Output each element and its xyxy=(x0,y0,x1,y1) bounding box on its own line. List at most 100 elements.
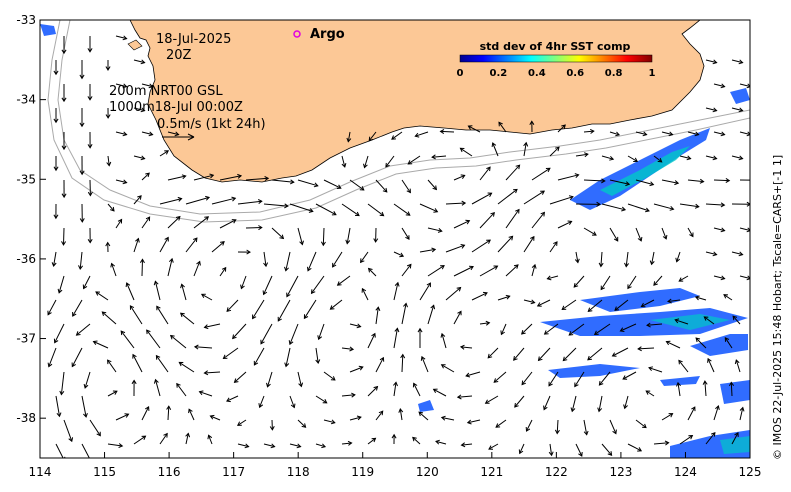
current-arrow xyxy=(614,299,629,311)
current-arrow-head xyxy=(583,430,589,436)
current-arrow xyxy=(600,251,603,267)
colorbar-tick-label: 0.8 xyxy=(605,68,623,79)
current-arrow xyxy=(599,371,611,386)
current-arrow xyxy=(107,359,117,373)
current-arrow-head xyxy=(260,339,265,345)
current-arrow-head xyxy=(734,432,739,437)
current-arrow-head xyxy=(694,295,700,301)
current-arrow-head xyxy=(498,121,503,127)
current-arrow xyxy=(360,251,369,263)
current-arrow xyxy=(549,146,560,157)
current-arrow-head xyxy=(515,208,520,214)
current-arrow xyxy=(427,305,435,325)
current-arrow xyxy=(568,323,585,336)
current-arrow-head xyxy=(568,331,574,336)
current-arrow xyxy=(346,227,351,244)
current-arrow xyxy=(549,443,553,456)
current-arrow-head xyxy=(303,314,309,320)
current-arrow-head xyxy=(226,397,231,403)
current-arrow-head xyxy=(412,436,417,442)
current-arrow xyxy=(471,239,491,253)
current-arrow-head xyxy=(712,251,718,257)
current-arrow-head xyxy=(320,241,326,247)
x-tick-label: 119 xyxy=(351,465,374,479)
current-arrow-head xyxy=(140,155,146,161)
current-arrow xyxy=(364,155,369,168)
current-arrow-head xyxy=(642,423,647,429)
current-arrow-head xyxy=(336,184,342,189)
current-arrow xyxy=(419,248,436,253)
current-arrow-head xyxy=(642,131,648,137)
current-arrow xyxy=(271,227,284,239)
current-arrow-head xyxy=(573,282,579,288)
current-arrow xyxy=(234,371,247,383)
current-arrow-head xyxy=(662,234,668,240)
current-arrow-head xyxy=(132,353,137,359)
current-arrow-head xyxy=(79,74,85,80)
current-arrow xyxy=(155,355,169,373)
current-arrow xyxy=(445,287,461,301)
current-arrow-head xyxy=(403,302,408,308)
current-arrow xyxy=(612,347,629,357)
current-arrow xyxy=(323,179,342,189)
current-arrow-head xyxy=(598,262,604,268)
current-arrow-head xyxy=(574,258,580,264)
current-arrow-head xyxy=(720,275,726,281)
current-arrow xyxy=(315,395,327,404)
current-arrow-head xyxy=(181,174,187,180)
current-arrow xyxy=(739,227,750,231)
current-arrow-head xyxy=(317,335,323,341)
current-arrow xyxy=(393,382,397,397)
current-arrow xyxy=(146,329,161,349)
current-arrow-head xyxy=(258,403,264,409)
current-arrow xyxy=(201,293,213,301)
current-arrow-head xyxy=(536,302,542,307)
current-arrow-head xyxy=(347,440,353,446)
current-arrow-head xyxy=(646,322,651,328)
current-arrow-head xyxy=(117,218,123,224)
current-arrow-head xyxy=(330,419,336,425)
current-arrow-head xyxy=(637,236,643,242)
current-arrow-head xyxy=(520,329,526,335)
current-arrow xyxy=(133,155,145,160)
current-arrow xyxy=(208,435,213,445)
current-arrow-head xyxy=(432,388,438,394)
current-arrow-head xyxy=(574,382,579,388)
current-arrow xyxy=(341,155,346,168)
current-arrow-head xyxy=(500,330,505,336)
current-arrow xyxy=(141,172,150,181)
current-arrow-head xyxy=(488,445,494,450)
current-arrow-head xyxy=(398,408,404,413)
current-arrow-head xyxy=(437,228,443,233)
current-arrow-head xyxy=(493,378,499,383)
current-arrow-head xyxy=(487,353,493,359)
current-arrow xyxy=(707,358,715,373)
current-arrow-head xyxy=(169,334,175,340)
current-arrow-head xyxy=(122,179,128,185)
current-arrow xyxy=(497,235,513,253)
y-tick-label: -35 xyxy=(16,172,36,186)
current-arrow xyxy=(286,275,299,297)
current-arrow-head xyxy=(456,394,462,400)
current-arrow xyxy=(349,416,362,421)
current-arrow xyxy=(263,203,288,207)
current-arrow-head xyxy=(75,331,81,336)
current-arrow xyxy=(133,59,145,64)
current-arrow xyxy=(731,59,743,64)
current-arrow xyxy=(89,419,101,436)
current-arrow xyxy=(141,406,150,421)
current-arrow xyxy=(418,411,429,421)
current-arrow-head xyxy=(561,124,566,130)
current-arrow-head xyxy=(435,439,440,445)
y-tick-label: -37 xyxy=(16,332,36,346)
current-arrow xyxy=(646,323,663,326)
current-arrow-head xyxy=(284,362,290,368)
current-arrow-head xyxy=(385,162,390,168)
current-arrow-head xyxy=(53,118,59,124)
current-arrow-head xyxy=(290,403,296,409)
current-arrow xyxy=(687,179,704,183)
current-arrow-head xyxy=(164,150,170,155)
current-arrow xyxy=(575,251,579,263)
current-arrow-head xyxy=(703,316,709,321)
current-arrow xyxy=(453,311,462,325)
